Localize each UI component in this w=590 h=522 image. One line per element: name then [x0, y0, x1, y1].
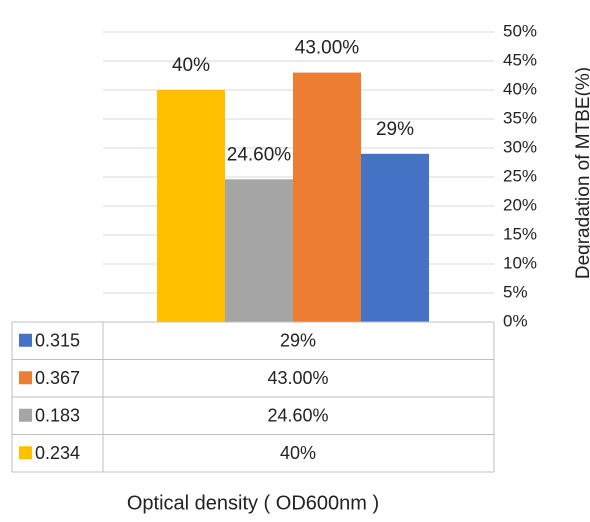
- y-axis-ticks: 0% 5% 10% 15% 20% 25% 30% 35% 40% 45% 50%: [503, 21, 537, 330]
- table-row-value: 40%: [280, 443, 316, 463]
- y-tick-label: 45%: [503, 50, 537, 69]
- table-row-key: 0.183: [35, 406, 80, 426]
- y-tick-label: 20%: [503, 195, 537, 214]
- y-tick-label: 15%: [503, 224, 537, 243]
- legend-key-swatch: [19, 333, 32, 347]
- legend-key-swatch: [19, 371, 32, 385]
- data-label: 40%: [172, 55, 210, 76]
- table-row-value: 29%: [280, 331, 316, 351]
- legend-key-swatch: [19, 446, 32, 460]
- bar: [361, 153, 429, 322]
- legend-key-swatch: [19, 408, 32, 422]
- y-tick-label: 0%: [503, 311, 528, 330]
- y-tick-label: 30%: [503, 137, 537, 156]
- data-labels: 40% 24.60% 43.00% 29%: [172, 38, 414, 166]
- y-tick-label: 40%: [503, 79, 537, 98]
- data-label: 24.60%: [227, 144, 292, 165]
- table-row-key: 0.234: [35, 443, 80, 463]
- data-label: 29%: [376, 119, 414, 140]
- x-axis-title: Optical density ( OD600nm ): [127, 492, 379, 514]
- table-row-key: 0.315: [35, 331, 80, 351]
- data-table: 0.315 29% 0.367 43.00% 0.183 24.60% 0.234 40%: [11, 321, 495, 473]
- data-label: 43.00%: [295, 38, 360, 59]
- table-row-value: 24.60%: [267, 406, 328, 426]
- y-tick-label: 50%: [503, 21, 537, 40]
- bar: [293, 72, 361, 322]
- bar: [157, 90, 225, 322]
- y-tick-label: 10%: [503, 253, 537, 272]
- y-tick-label: 35%: [503, 108, 537, 127]
- bars: [157, 72, 429, 322]
- y-tick-label: 25%: [503, 166, 537, 185]
- y-axis-title: Degradation of MTBE(%): [573, 67, 590, 279]
- table-row-key: 0.367: [35, 368, 80, 388]
- bar: [225, 179, 293, 322]
- table-row-value: 43.00%: [267, 368, 328, 388]
- y-tick-label: 5%: [503, 282, 528, 301]
